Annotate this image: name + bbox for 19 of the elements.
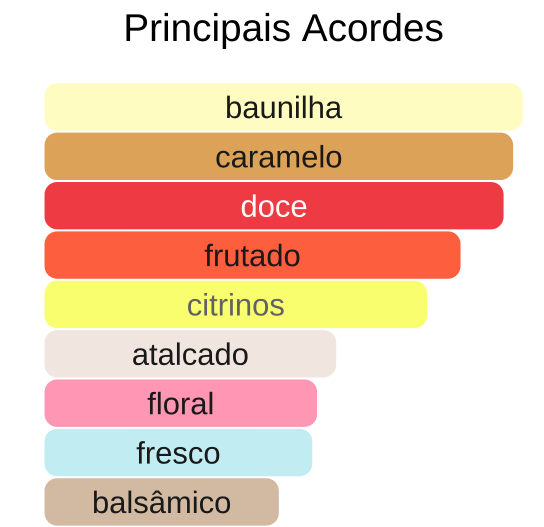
bar — [44, 429, 312, 476]
bar — [44, 478, 279, 526]
y-tick-label: atalcado — [133, 342, 248, 366]
chart-title: Principais Acordes — [126, 13, 442, 50]
bar — [44, 182, 504, 230]
y-tick-label: baunilha — [227, 96, 342, 119]
bar — [44, 380, 318, 428]
bar — [44, 132, 514, 180]
y-tick-label: caramelo — [216, 145, 342, 168]
bar — [44, 232, 461, 279]
y-tick-label: citrinos — [188, 293, 284, 316]
y-tick-label: frutado — [204, 244, 300, 267]
bar — [44, 83, 523, 131]
y-tick-label: balsâmico — [94, 490, 230, 514]
y-tick-label: doce — [242, 194, 306, 218]
y-tick-label: floral — [148, 392, 212, 415]
bar — [44, 330, 336, 378]
bar — [44, 280, 428, 328]
y-tick-label: fresco — [136, 441, 220, 464]
